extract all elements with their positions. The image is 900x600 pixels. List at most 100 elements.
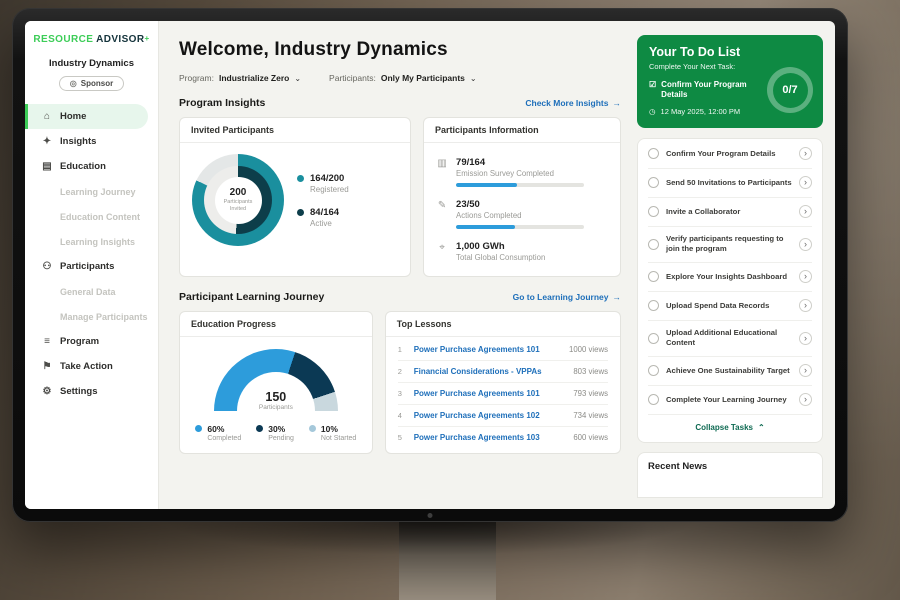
learning-journey-section: Participant Learning Journey Go to Learn… bbox=[179, 291, 621, 303]
check-more-insights-link[interactable]: Check More Insights → bbox=[525, 98, 621, 108]
task-checkbox[interactable] bbox=[648, 148, 659, 160]
consumption-row: ⌖ 1,000 GWh Total Global Consumption bbox=[436, 235, 608, 268]
emission-survey-row: ▥ 79/164 Emission Survey Completed bbox=[436, 151, 608, 193]
education-progress-card: Education Progress 150 Participants bbox=[179, 311, 373, 454]
recent-news-card: Recent News bbox=[637, 451, 823, 498]
task-checkbox[interactable] bbox=[648, 365, 659, 377]
sidebar-item-program[interactable]: ≡ Program bbox=[25, 329, 158, 354]
task-label: Complete Your Learning Journey bbox=[666, 394, 787, 404]
todo-next-task-label: Confirm Your Program Details bbox=[661, 80, 747, 100]
participants-dropdown[interactable]: Participants: Only My Participants ⌄ bbox=[329, 73, 477, 83]
task-label: Confirm Your Program Details bbox=[666, 148, 776, 158]
collapse-tasks-link[interactable]: Collapse Tasks ⌃ bbox=[648, 415, 812, 441]
lesson-views: 793 views bbox=[573, 389, 608, 398]
chevron-right-icon[interactable]: › bbox=[799, 393, 812, 407]
todo-subtitle: Complete Your Next Task: bbox=[649, 62, 736, 71]
sidebar-item-label: Program bbox=[60, 336, 100, 347]
legend-not-started: 10% Not Started bbox=[308, 424, 356, 442]
arrow-right-icon: → bbox=[612, 292, 622, 302]
sidebar-item-learning-insights[interactable]: Learning Insights bbox=[25, 229, 158, 254]
dashboard-screen: RESOURCE ADVISOR+ Industry Dynamics ◎ Sp… bbox=[25, 21, 835, 509]
legend-dot bbox=[308, 425, 316, 432]
task-item[interactable]: Upload Additional Educational Content › bbox=[648, 321, 812, 357]
task-checkbox[interactable] bbox=[648, 300, 659, 312]
active-label: Active bbox=[310, 218, 332, 228]
sidebar-item-general-data[interactable]: General Data bbox=[25, 279, 158, 304]
task-checkbox[interactable] bbox=[648, 271, 659, 283]
sidebar-item-home[interactable]: ⌂ Home bbox=[25, 104, 148, 129]
brand-primary: RESOURCE bbox=[33, 34, 94, 45]
task-checkbox[interactable] bbox=[648, 177, 659, 189]
sidebar-item-education[interactable]: ▤ Education bbox=[25, 154, 158, 179]
brand-secondary: ADVISOR bbox=[96, 34, 145, 45]
lesson-row: 5 Power Purchase Agreements 103 600 view… bbox=[398, 427, 608, 448]
chevron-right-icon[interactable]: › bbox=[799, 364, 812, 378]
lesson-link[interactable]: Power Purchase Agreements 103 bbox=[413, 433, 540, 442]
chevron-right-icon[interactable]: › bbox=[799, 331, 812, 345]
education-total-label: Participants bbox=[258, 404, 293, 411]
legend-dot bbox=[195, 425, 203, 432]
sponsor-badge: ◎ Sponsor bbox=[58, 76, 125, 91]
program-insights-section: Program Insights Check More Insights → bbox=[179, 97, 621, 109]
link-label: Go to Learning Journey bbox=[512, 292, 609, 302]
chevron-right-icon[interactable]: › bbox=[799, 237, 812, 251]
sidebar-item-education-content[interactable]: Education Content bbox=[25, 204, 158, 229]
sidebar-item-manage-participants[interactable]: Manage Participants bbox=[25, 304, 158, 329]
sidebar-item-insights[interactable]: ✦ Insights bbox=[25, 129, 158, 154]
invited-total-label: Participants Invited bbox=[223, 198, 253, 212]
lesson-rank: 5 bbox=[397, 433, 402, 442]
sidebar-nav: ⌂ Home ✦ Insights ▤ Education Learning J… bbox=[25, 104, 158, 404]
task-checkbox[interactable] bbox=[648, 238, 659, 250]
task-item[interactable]: Upload Spend Data Records › bbox=[648, 292, 812, 321]
task-item[interactable]: Invite a Collaborator › bbox=[648, 198, 812, 227]
program-dropdown[interactable]: Program: Industrialize Zero ⌄ bbox=[179, 73, 301, 83]
go-to-learning-journey-link[interactable]: Go to Learning Journey → bbox=[513, 292, 621, 302]
task-label: Achieve One Sustainability Target bbox=[666, 365, 790, 375]
task-item[interactable]: Send 50 Invitations to Participants › bbox=[648, 169, 812, 198]
task-label: Upload Additional Educational Content bbox=[666, 328, 778, 348]
invited-donut-chart: 200 Participants Invited bbox=[192, 154, 284, 246]
task-item[interactable]: Verify participants requesting to join t… bbox=[648, 227, 812, 263]
sidebar-item-settings[interactable]: ⚙ Settings bbox=[25, 379, 158, 404]
task-item[interactable]: Explore Your Insights Dashboard › bbox=[648, 263, 812, 292]
lesson-link[interactable]: Financial Considerations - VPPAs bbox=[413, 367, 542, 376]
filters-row: Program: Industrialize Zero ⌄ Participan… bbox=[179, 73, 621, 83]
arrow-right-icon: → bbox=[612, 98, 622, 108]
sidebar-item-learning-journey[interactable]: Learning Journey bbox=[25, 179, 158, 204]
task-item[interactable]: Confirm Your Program Details › bbox=[648, 140, 812, 169]
task-checkbox[interactable] bbox=[648, 206, 659, 218]
chevron-right-icon[interactable]: › bbox=[799, 176, 812, 190]
task-checkbox[interactable] bbox=[648, 394, 659, 406]
sidebar-item-label: Education Content bbox=[60, 211, 140, 222]
task-item[interactable]: Complete Your Learning Journey › bbox=[648, 386, 812, 415]
lesson-link[interactable]: Power Purchase Agreements 102 bbox=[413, 411, 540, 420]
completed-pct: 60% bbox=[207, 424, 225, 434]
list-icon: ≡ bbox=[44, 336, 50, 347]
chevron-right-icon[interactable]: › bbox=[799, 205, 812, 219]
sidebar: RESOURCE ADVISOR+ Industry Dynamics ◎ Sp… bbox=[25, 21, 159, 509]
todo-next-task[interactable]: ☑ Confirm Your Program Details bbox=[649, 80, 767, 101]
legend-active: 84/164 Active bbox=[297, 207, 349, 228]
progressbar-fill bbox=[456, 225, 515, 229]
chevron-right-icon[interactable]: › bbox=[799, 147, 812, 161]
lesson-row: 2 Financial Considerations - VPPAs 803 v… bbox=[397, 361, 608, 383]
consumption-value: 1,000 GWh bbox=[456, 241, 505, 252]
lessons-list: 1 Power Purchase Agreements 101 1000 vie… bbox=[386, 337, 620, 452]
participants-information-card: Participants Information ▥ 79/164 Emissi… bbox=[423, 117, 621, 277]
legend-registered: 164/200 Registered bbox=[297, 173, 349, 194]
todo-progress-value: 0/7 bbox=[772, 72, 808, 108]
lesson-link[interactable]: Power Purchase Agreements 101 bbox=[413, 389, 540, 398]
lesson-link[interactable]: Power Purchase Agreements 101 bbox=[413, 345, 540, 354]
sidebar-item-take-action[interactable]: ⚑ Take Action bbox=[25, 354, 158, 379]
lesson-views: 1000 views bbox=[568, 345, 608, 354]
todo-due-date: 12 May 2025, 12:00 PM bbox=[660, 106, 741, 116]
card-title: Top Lessons bbox=[385, 312, 620, 337]
learning-cards-row: Education Progress 150 Participants bbox=[179, 311, 621, 454]
chevron-right-icon[interactable]: › bbox=[799, 299, 812, 313]
task-item[interactable]: Achieve One Sustainability Target › bbox=[648, 357, 812, 386]
sidebar-item-participants[interactable]: ⚇ Participants bbox=[25, 254, 158, 279]
lesson-views: 734 views bbox=[573, 411, 608, 420]
task-checkbox[interactable] bbox=[648, 332, 659, 344]
chevron-right-icon[interactable]: › bbox=[799, 270, 812, 284]
legend-dot bbox=[256, 425, 264, 432]
